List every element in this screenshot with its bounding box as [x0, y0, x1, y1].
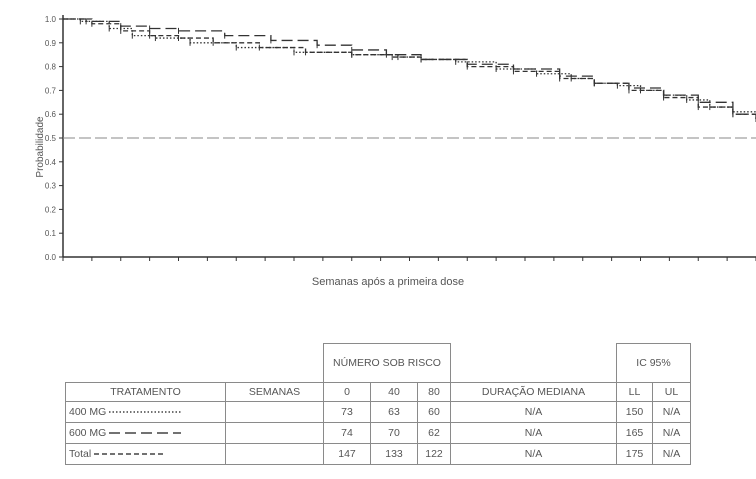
risk-week-40-cell: 133: [370, 443, 418, 465]
header-semanas: SEMANAS: [225, 382, 324, 402]
dotted-line-legend-icon: [109, 411, 182, 413]
semanas-cell: [225, 401, 324, 423]
header-duracao-mediana: DURAÇÃO MEDIANA: [450, 382, 617, 402]
y-tick-label: 0.1: [45, 229, 57, 238]
survival-curve-long-dash: [63, 18, 756, 119]
ul-cell: N/A: [652, 401, 691, 423]
y-tick-label: 0.7: [45, 86, 57, 95]
y-axis-label: Probabilidade: [35, 116, 46, 178]
ll-cell: 150: [616, 401, 653, 423]
y-axis: 0.0 0.1 0.2 0.3 0.4 0.5 0.6 0.7 0.8 0.9 1.0: [45, 15, 64, 262]
header-numero-sob-risco: NÚMERO SOB RISCO: [323, 343, 451, 383]
median-cell: N/A: [450, 401, 617, 423]
y-tick-label: 0.8: [45, 63, 57, 72]
ul-cell: N/A: [652, 443, 691, 465]
header-ul: UL: [652, 382, 691, 402]
short-dash-line-legend-icon: [94, 453, 167, 455]
median-cell: N/A: [450, 422, 617, 444]
table-row: Total 147 133 122 N/A 175 N/A: [65, 443, 691, 465]
treatment-cell: 400 MG: [65, 401, 226, 423]
header-week-80: 80: [417, 382, 451, 402]
risk-week-0-cell: 147: [323, 443, 371, 465]
ll-cell: 165: [616, 422, 653, 444]
table-row: 400 MG 73 63 60 N/A 150 N/A: [65, 401, 691, 423]
y-tick-label: 0.5: [45, 134, 57, 143]
x-axis-label: Semanas após a primeira dose: [312, 276, 464, 288]
long-dash-line-legend-icon: [109, 432, 182, 435]
risk-week-80-cell: 60: [417, 401, 451, 423]
treatment-name: 400 MG: [69, 406, 107, 418]
y-tick-label: 0.6: [45, 110, 57, 119]
semanas-cell: [225, 422, 324, 444]
survival-chart: 0.0 0.1 0.2 0.3 0.4 0.5 0.6 0.7 0.8 0.9 1.0 Probab…: [35, 15, 756, 288]
series-group: [63, 18, 756, 139]
header-ic-95: IC 95%: [616, 343, 691, 383]
risk-table: NÚMERO SOB RISCO IC 95% TRATAMENTO SEMAN…: [65, 343, 691, 465]
treatment-cell: Total: [65, 443, 226, 465]
y-tick-label: 0.9: [45, 39, 57, 48]
risk-week-0-cell: 73: [323, 401, 371, 423]
ll-cell: 175: [616, 443, 653, 465]
risk-week-80-cell: 122: [417, 443, 451, 465]
x-axis: [62, 256, 756, 261]
table-row: 600 MG 74 70 62 N/A 165 N/A: [65, 422, 691, 444]
risk-week-40-cell: 63: [370, 401, 418, 423]
header-tratamento: TRATAMENTO: [65, 382, 226, 402]
y-tick-label: 0.0: [45, 253, 57, 262]
header-week-0: 0: [323, 382, 371, 402]
risk-week-80-cell: 62: [417, 422, 451, 444]
semanas-cell: [225, 443, 324, 465]
y-tick-label: 0.3: [45, 182, 57, 191]
treatment-name: Total: [69, 448, 92, 460]
treatment-cell: 600 MG: [65, 422, 226, 444]
header-week-40: 40: [370, 382, 418, 402]
risk-week-0-cell: 74: [323, 422, 371, 444]
y-tick-label: 1.0: [45, 15, 57, 24]
risk-week-40-cell: 70: [370, 422, 418, 444]
survival-curve-short-dash: [63, 18, 756, 119]
y-tick-label: 0.2: [45, 205, 57, 214]
header-ll: LL: [616, 382, 653, 402]
survival-curve-dotted: [63, 18, 756, 119]
y-tick-label: 0.4: [45, 158, 57, 167]
ul-cell: N/A: [652, 422, 691, 444]
treatment-name: 600 MG: [69, 427, 107, 439]
median-cell: N/A: [450, 443, 617, 465]
